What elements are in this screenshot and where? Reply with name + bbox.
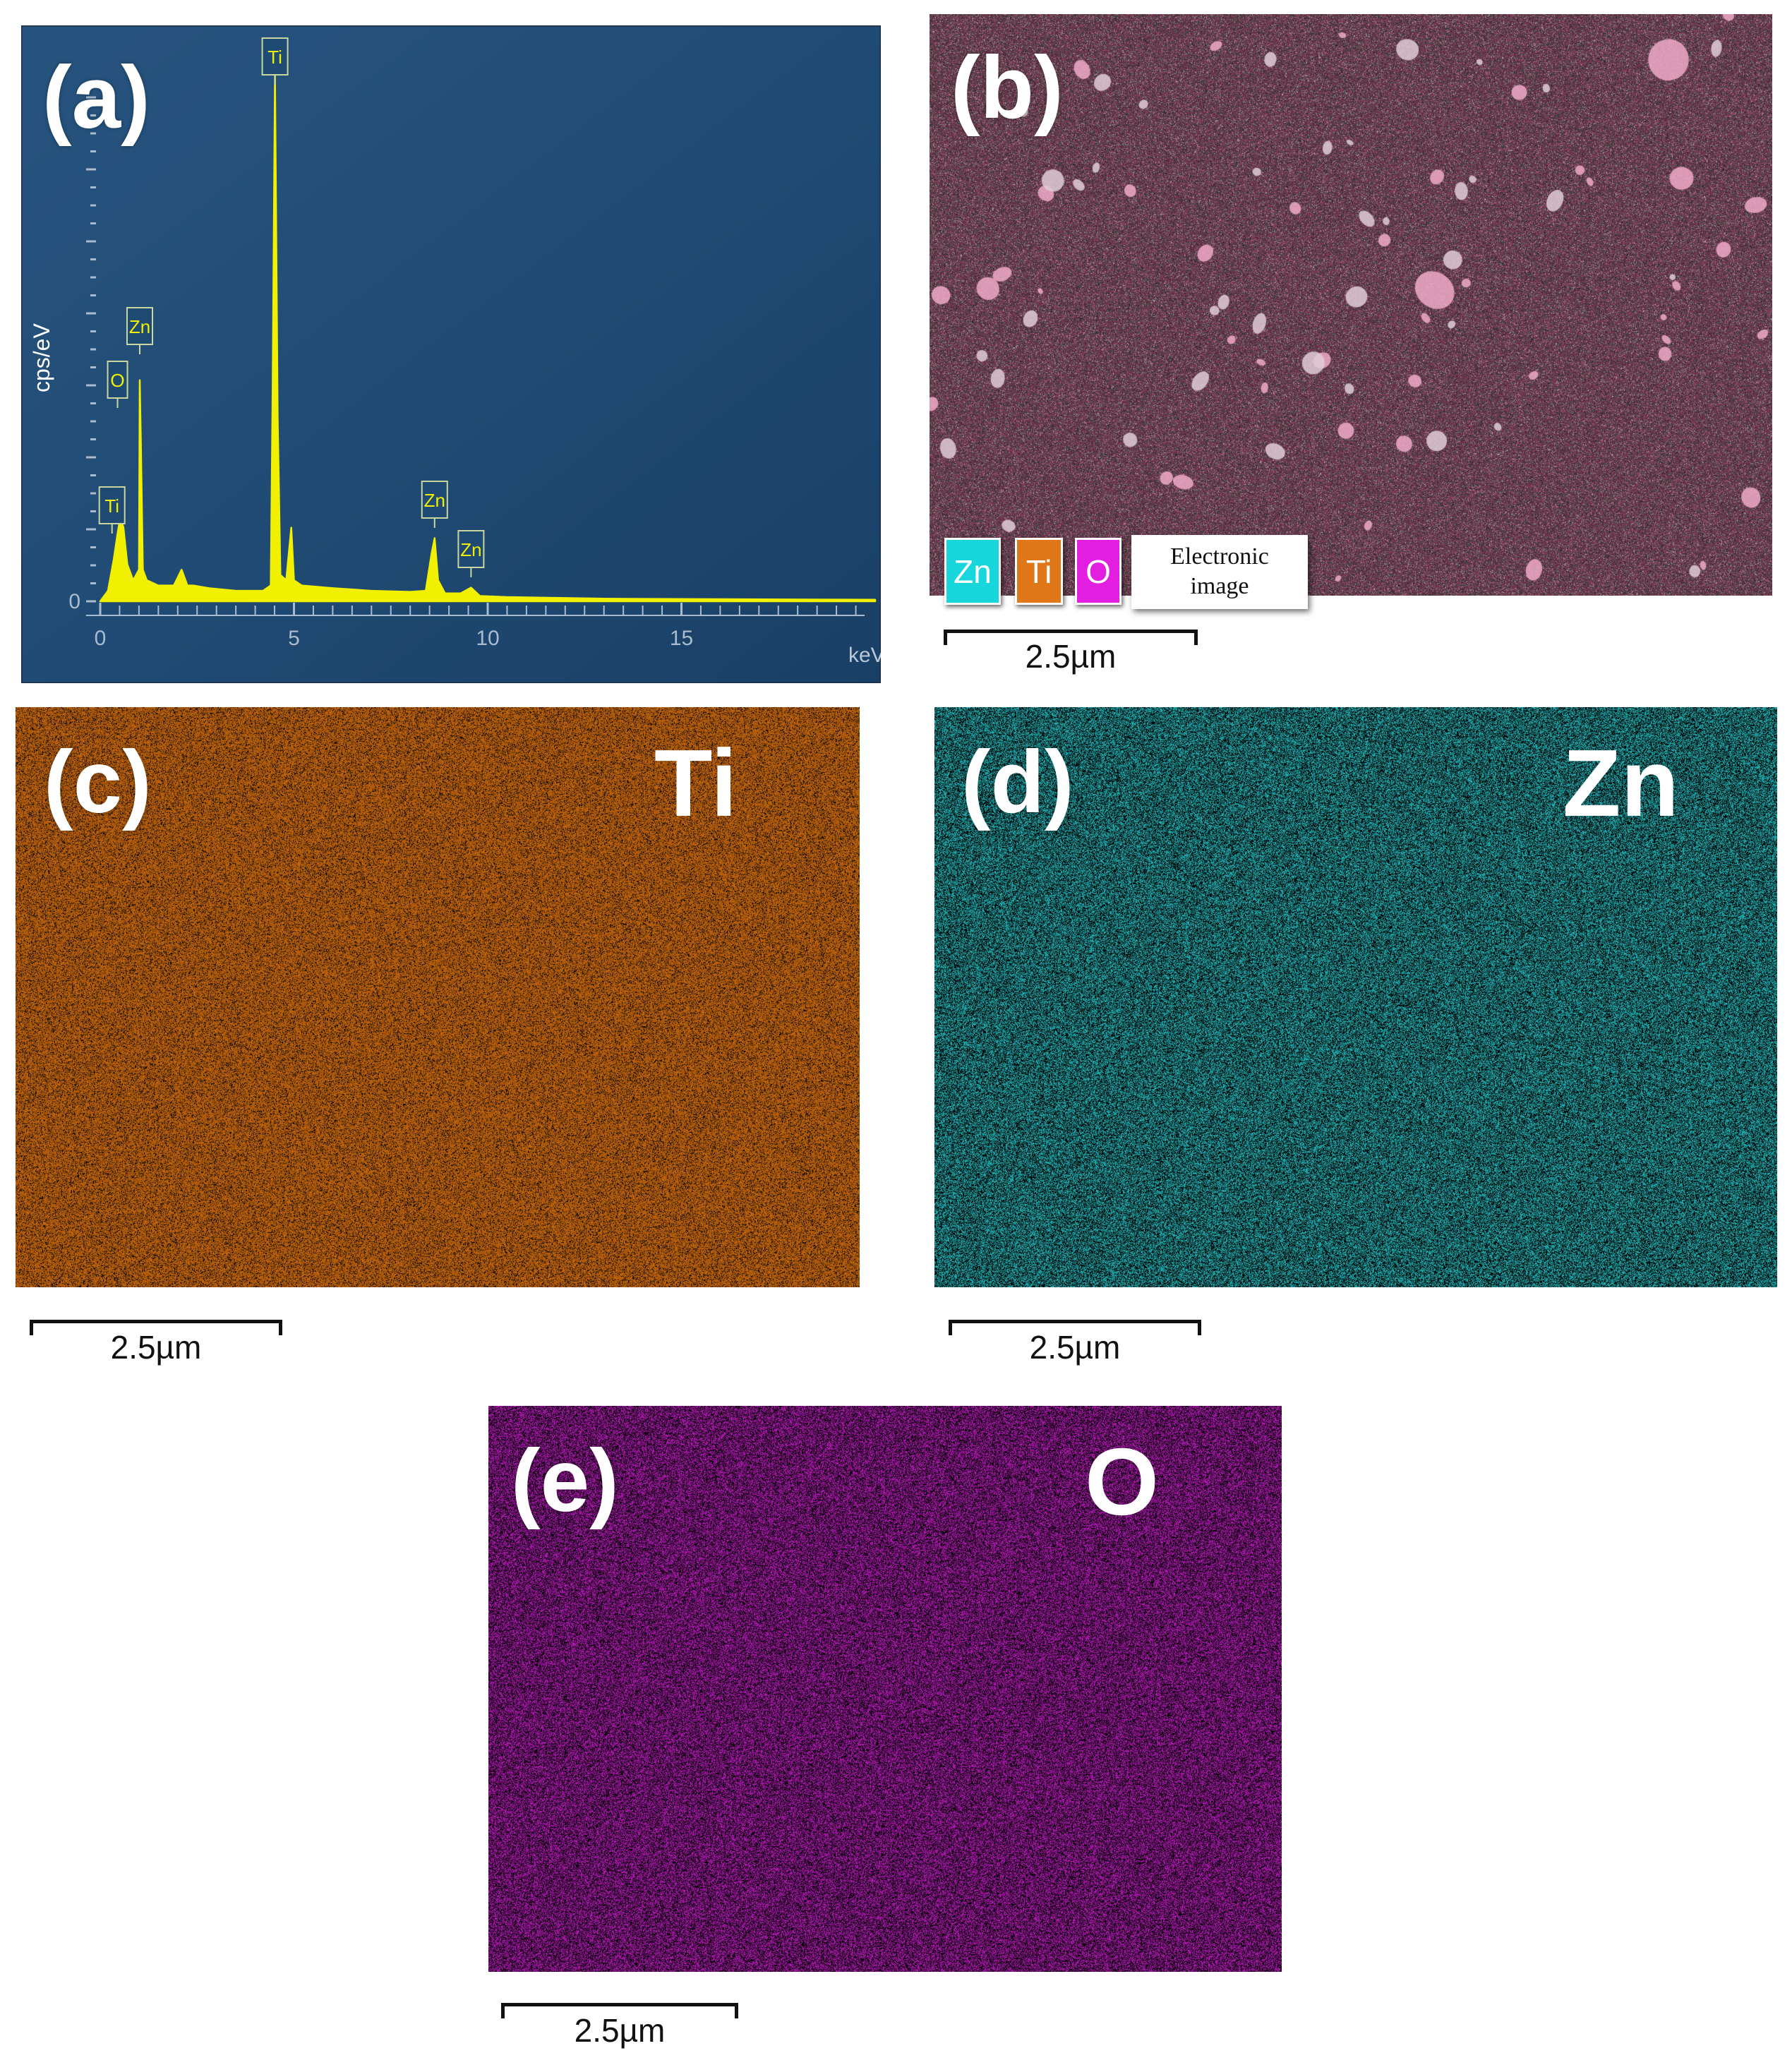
peak-annotation: Ti: [261, 37, 289, 85]
svg-text:Zn: Zn: [129, 316, 150, 337]
panel-a-label: (a): [42, 49, 150, 147]
panel-c-ti-map: (c) Ti: [16, 707, 860, 1287]
y-axis-label: cps/eV: [29, 323, 54, 392]
scale-label-e: 2.5µm: [574, 2012, 666, 2049]
x-axis-label: keV: [848, 644, 881, 667]
scale-label-b: 2.5µm: [1025, 638, 1117, 675]
svg-text:Zn: Zn: [424, 490, 445, 511]
svg-text:Ti: Ti: [104, 495, 119, 517]
panel-e-label: (e): [511, 1432, 619, 1530]
scale-label-c: 2.5µm: [110, 1329, 202, 1366]
legend-note-line2: image: [1190, 573, 1249, 599]
panel-b-electron-image: (b): [930, 14, 1772, 596]
panel-c-element: Ti: [654, 730, 738, 836]
scale-bar-c: [30, 1320, 282, 1335]
electron-image-map: [930, 14, 1772, 596]
x-tick-label: 5: [288, 627, 300, 650]
panel-e-element: O: [1085, 1428, 1160, 1535]
svg-text:O: O: [110, 370, 124, 391]
peak-annotation: Zn: [126, 307, 153, 354]
x-tick-label: 15: [670, 627, 693, 650]
panel-b-label: (b): [951, 39, 1064, 137]
zn-element-map: [934, 707, 1777, 1287]
legend-electronic-image: Electronic image: [1131, 535, 1308, 609]
eds-spectrum-chart: 0 5 10 15 0 Ti O Zn Ti Zn Zn cps/eV keV: [21, 25, 881, 683]
legend-ti-swatch: Ti: [1015, 538, 1063, 605]
legend-o-swatch: O: [1075, 538, 1121, 605]
y-tick-label: 0: [68, 590, 80, 613]
panel-e-o-map: (e) O: [488, 1406, 1282, 1972]
panel-a-eds-spectrum: 0 5 10 15 0 Ti O Zn Ti Zn Zn cps/eV keV (a): [21, 25, 881, 683]
svg-text:Zn: Zn: [460, 539, 481, 560]
svg-text:Ti: Ti: [267, 47, 282, 68]
legend-note-line1: Electronic: [1170, 543, 1269, 570]
panel-c-label: (c): [44, 733, 152, 831]
x-tick-label: 0: [95, 627, 107, 650]
scale-bar-b: [944, 630, 1198, 645]
scale-bar-e: [501, 2003, 738, 2018]
scale-label-d: 2.5µm: [1029, 1329, 1121, 1366]
panel-d-element: Zn: [1563, 730, 1679, 836]
o-element-map: [488, 1406, 1282, 1972]
peak-annotation: Ti: [98, 486, 126, 534]
scale-bar-d: [949, 1320, 1201, 1335]
panel-d-zn-map: (d) Zn: [934, 707, 1777, 1287]
chart-background: [21, 25, 881, 683]
peak-annotation: Zn: [421, 481, 448, 528]
x-tick-label: 10: [476, 627, 499, 650]
peak-annotation: Zn: [457, 530, 485, 577]
panel-d-label: (d): [961, 733, 1074, 831]
legend-zn-swatch: Zn: [944, 538, 1001, 605]
peak-annotation: O: [107, 361, 128, 408]
ti-element-map: [16, 707, 860, 1287]
